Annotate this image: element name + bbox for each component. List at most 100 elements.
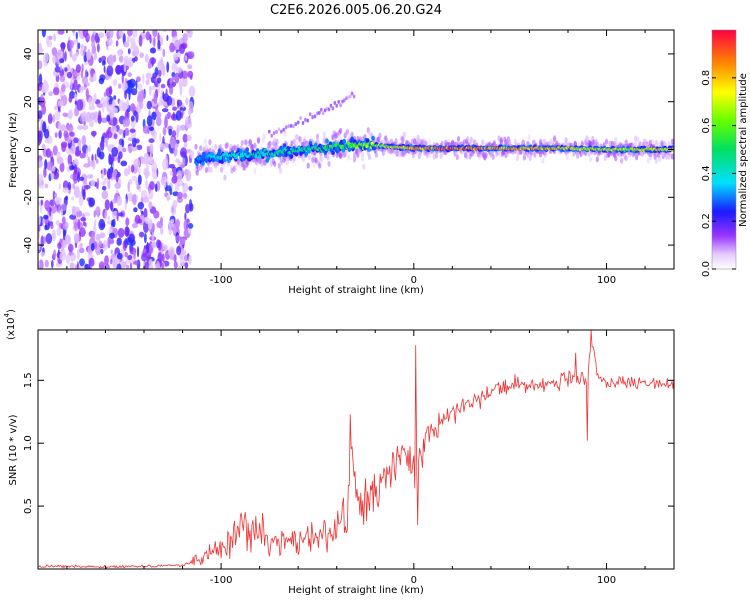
spectrogram-cell bbox=[124, 251, 128, 258]
spectrogram-cell bbox=[52, 145, 58, 156]
spectrogram-cell bbox=[337, 134, 341, 141]
spectrogram-cell bbox=[268, 145, 272, 152]
spectrogram-cell bbox=[143, 208, 148, 219]
spectrogram-cell bbox=[125, 217, 130, 227]
spectrogram-cell bbox=[93, 92, 97, 102]
spectrogram-cell bbox=[59, 75, 66, 83]
spectrogram-cell bbox=[181, 76, 188, 88]
spectrogram-cell bbox=[253, 167, 257, 174]
spectrogram-cell bbox=[59, 251, 66, 261]
spectrogram-cell bbox=[83, 184, 91, 190]
spectrogram-cell bbox=[142, 92, 146, 99]
x-tick-label: -100 bbox=[210, 575, 233, 586]
spectrogram-cell bbox=[135, 79, 138, 90]
spectrogram-cell bbox=[62, 187, 70, 193]
spectrogram-cell bbox=[123, 168, 129, 177]
spectrogram-cell bbox=[484, 152, 488, 159]
snr-x-ticks: -100 0 100 bbox=[66, 330, 646, 586]
spectrogram-cell bbox=[69, 262, 75, 269]
spectrogram-cell bbox=[533, 151, 537, 158]
spectrogram-cell bbox=[149, 34, 152, 44]
spectrogram-cell bbox=[160, 226, 164, 235]
spectrogram-cell bbox=[54, 192, 57, 199]
spectrogram-cell bbox=[180, 250, 187, 255]
spectrogram-cell bbox=[52, 87, 60, 96]
spectrogram-cell bbox=[82, 221, 86, 227]
y-tick-label: 0.5 bbox=[23, 498, 34, 514]
spectrogram-cell bbox=[89, 119, 94, 128]
spectrogram-cell bbox=[129, 128, 136, 133]
y-tick-label: 40 bbox=[23, 48, 34, 61]
spectrogram-cell bbox=[162, 126, 167, 136]
spectrogram-cell bbox=[45, 233, 53, 245]
spectrogram-cell bbox=[44, 259, 49, 268]
spectrogram-cell bbox=[285, 159, 289, 166]
spectrogram-cell bbox=[169, 78, 173, 85]
spectrogram-cell bbox=[126, 35, 132, 43]
spectrogram-cell bbox=[151, 111, 157, 121]
spectrogram-cell bbox=[173, 53, 179, 61]
spectrogram-cell bbox=[222, 163, 226, 170]
spectrogram-cell bbox=[156, 221, 163, 229]
spectrogram-cell bbox=[175, 110, 182, 121]
spectrogram-cell bbox=[320, 156, 324, 163]
spectrogram-cell bbox=[48, 35, 53, 41]
spectrogram-cell bbox=[432, 153, 436, 160]
spectrogram-cell bbox=[159, 143, 166, 151]
spectrogram-cell bbox=[69, 131, 75, 137]
spectrogram-cell bbox=[112, 218, 116, 228]
colorbar-tick-label: 0.4 bbox=[701, 165, 712, 181]
snr-y-ticks: 0.5 1.0 1.5 bbox=[23, 372, 674, 514]
spectrogram-cell bbox=[137, 90, 144, 103]
spectrogram-cell bbox=[41, 104, 47, 115]
spectrogram-cell bbox=[171, 30, 176, 38]
colorbar-gradient bbox=[712, 30, 736, 269]
spectrogram-cell bbox=[121, 81, 128, 91]
spectrogram-cell bbox=[104, 96, 110, 102]
spectrogram-cell bbox=[74, 100, 78, 105]
colorbar-tick-label: 0.0 bbox=[701, 261, 712, 277]
spectrogram-cell bbox=[306, 118, 310, 123]
spectrogram-cell bbox=[118, 83, 122, 89]
spectrogram-cell bbox=[103, 65, 106, 73]
spectrogram-cell bbox=[123, 55, 130, 67]
spectrogram-cell bbox=[124, 127, 130, 136]
spectrogram-cell bbox=[208, 139, 212, 146]
snr-series-line bbox=[38, 330, 674, 569]
spectrogram-cell bbox=[306, 162, 310, 169]
spectrogram-cell bbox=[541, 157, 545, 164]
spectrogram-cell bbox=[59, 162, 65, 173]
spectrogram-cell bbox=[170, 248, 174, 260]
spectrogram-cell bbox=[104, 263, 110, 269]
spectrogram-cell bbox=[522, 154, 527, 161]
spectrogram-cell bbox=[42, 216, 45, 228]
spectrogram-cell bbox=[295, 134, 299, 140]
spectrogram-cell bbox=[130, 164, 135, 173]
spectrogram-cell bbox=[64, 71, 68, 78]
spectrogram-cell bbox=[179, 84, 183, 96]
spectrogram-cell bbox=[40, 199, 43, 206]
spectrogram-cell bbox=[284, 125, 288, 130]
spectrogram-cell bbox=[72, 182, 76, 190]
spectrogram-cell bbox=[70, 254, 74, 262]
spectrogram-cell bbox=[118, 151, 123, 160]
spectrogram-cell bbox=[49, 205, 52, 217]
spectrogram-cell bbox=[435, 152, 439, 159]
spectrogram-cell bbox=[88, 197, 96, 207]
spectrogram-cell bbox=[345, 128, 350, 135]
spectrogram-cell bbox=[278, 152, 283, 158]
spectrogram-cell bbox=[507, 138, 511, 145]
spectrogram-cell bbox=[43, 52, 49, 64]
spectrogram-cell bbox=[402, 131, 406, 138]
snr-panel: -100 0 100 0.5 1.0 1.5 Height of straight li… bbox=[3, 309, 675, 596]
spectrogram-cell bbox=[98, 151, 105, 160]
spectrogram-cell bbox=[92, 132, 96, 138]
spectrogram-cell bbox=[144, 53, 149, 63]
spectrogram-cell bbox=[61, 83, 66, 93]
spectrogram-cell bbox=[86, 147, 89, 159]
spectrogram-cell bbox=[110, 125, 117, 134]
spectrogram-cell bbox=[121, 73, 124, 84]
spectrogram-cell bbox=[564, 137, 568, 144]
spectrogram-cell bbox=[48, 91, 53, 97]
spectrogram-cell bbox=[90, 243, 95, 251]
